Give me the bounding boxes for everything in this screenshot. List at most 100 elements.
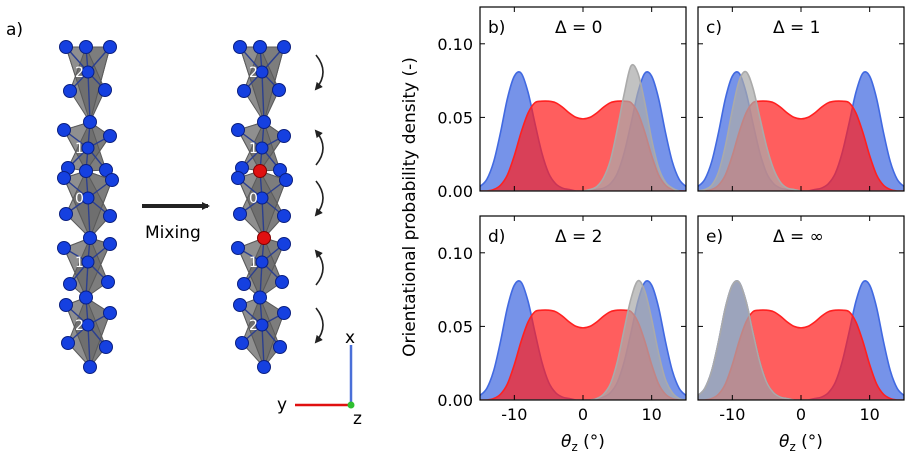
center-atom — [255, 65, 269, 79]
atom — [103, 306, 117, 320]
area-series-group — [480, 63, 686, 191]
center-atom — [255, 318, 269, 332]
x-tick-label: -10 — [719, 405, 745, 424]
atom — [79, 164, 93, 178]
plot-panel: -10 0 10 e) Δ = ∞ θz (°) — [697, 215, 905, 454]
atom — [231, 241, 245, 255]
delta-annotation: Δ = 1 — [773, 18, 821, 38]
x-tick-label: 0 — [578, 405, 588, 424]
atom — [272, 83, 286, 97]
z-axis-dot — [347, 401, 355, 409]
atom — [257, 115, 271, 129]
panel-label: e) — [706, 227, 723, 247]
area-series-group — [698, 70, 904, 191]
octahedron-label: 2 — [75, 318, 84, 334]
atom — [237, 277, 251, 291]
atom — [63, 277, 77, 291]
area-line — [698, 70, 904, 191]
atom — [257, 360, 271, 374]
bond-line — [261, 324, 265, 368]
center-atom — [81, 318, 95, 332]
atom — [103, 209, 117, 223]
y-axis-label: y — [277, 395, 287, 415]
y-tick-label: 0.05 — [437, 317, 473, 336]
atom — [277, 306, 291, 320]
atom — [277, 129, 291, 143]
atom — [59, 40, 73, 54]
center-atom — [81, 255, 95, 269]
atom — [83, 115, 97, 129]
bond-line — [261, 71, 265, 123]
atom — [57, 123, 71, 137]
plot-panel: -10 0 10 0.00 0.05 0.10 d) Δ = 2 θz (°) — [437, 215, 687, 454]
atom — [105, 173, 119, 187]
y-tick-label: 0.00 — [437, 391, 473, 410]
area-series-group — [480, 279, 686, 400]
center-atom — [81, 65, 95, 79]
atom — [253, 290, 267, 305]
area-line — [480, 71, 686, 191]
area-fill — [480, 64, 686, 191]
delta-annotation: Δ = ∞ — [773, 227, 824, 247]
center-atom — [255, 141, 269, 155]
octahedron-label: 0 — [249, 191, 258, 207]
atom — [277, 209, 291, 223]
bond-line — [87, 71, 91, 123]
mixing-label: Mixing — [145, 223, 201, 243]
atom — [83, 231, 97, 245]
panel-label: b) — [488, 18, 505, 38]
bond-line — [87, 324, 91, 368]
atom — [231, 123, 245, 137]
mixed-atom — [257, 231, 271, 245]
rotation-arrow — [314, 180, 324, 217]
plot-panel: 0.00 0.05 0.10 b) Δ = 0 Orientational probabi… — [400, 6, 687, 357]
center-atom — [255, 255, 269, 269]
atom — [231, 171, 245, 185]
y-axis-label: Orientational probability density (-) — [400, 57, 420, 357]
atom — [233, 40, 247, 54]
panel-label: d) — [488, 227, 505, 247]
rotation-arrow — [314, 307, 324, 344]
octahedron-label: 2 — [249, 318, 258, 334]
y-tick-label: 0.10 — [437, 244, 473, 263]
atom — [279, 173, 293, 187]
atom — [63, 84, 77, 98]
area-fill — [698, 71, 904, 191]
x-axis-label: x — [345, 328, 355, 348]
atom — [79, 290, 93, 305]
x-axis-label: θz (°) — [779, 432, 823, 454]
center-atom — [255, 191, 269, 205]
rotation-arrows — [314, 54, 324, 344]
atom — [59, 298, 73, 312]
axes-triad: x y z — [277, 328, 362, 429]
y-tick-label: 0.05 — [437, 108, 473, 127]
y-tick-label: 0.10 — [437, 35, 473, 54]
x-tick-label: 10 — [641, 405, 661, 424]
area-line — [480, 279, 686, 400]
center-atom — [81, 141, 95, 155]
atom — [233, 298, 247, 312]
area-line — [480, 280, 686, 400]
octahedron-label: 2 — [249, 65, 258, 81]
density-plots: 0.00 0.05 0.10 b) Δ = 0 Orientational probabi… — [400, 6, 905, 454]
atom — [61, 336, 75, 350]
atom — [101, 275, 115, 289]
atom — [233, 207, 247, 221]
atom — [103, 129, 117, 143]
atom — [79, 40, 93, 54]
y-tick-label: 0.00 — [437, 182, 473, 201]
octahedron-label: 1 — [249, 141, 258, 157]
center-atom — [81, 191, 95, 205]
atom — [83, 360, 97, 374]
atom — [273, 340, 287, 354]
mixed-atom — [253, 164, 267, 178]
octahedron-label: 1 — [75, 255, 84, 271]
area-fill — [698, 280, 904, 400]
octahedra-chain-mixed: 2 1 0 1 2 — [231, 40, 293, 374]
atom — [253, 40, 267, 54]
panel-a-label: a) — [6, 20, 23, 40]
atom — [59, 207, 73, 221]
atom — [103, 237, 117, 251]
octahedron-label: 1 — [249, 255, 258, 271]
x-tick-label: 10 — [859, 405, 879, 424]
